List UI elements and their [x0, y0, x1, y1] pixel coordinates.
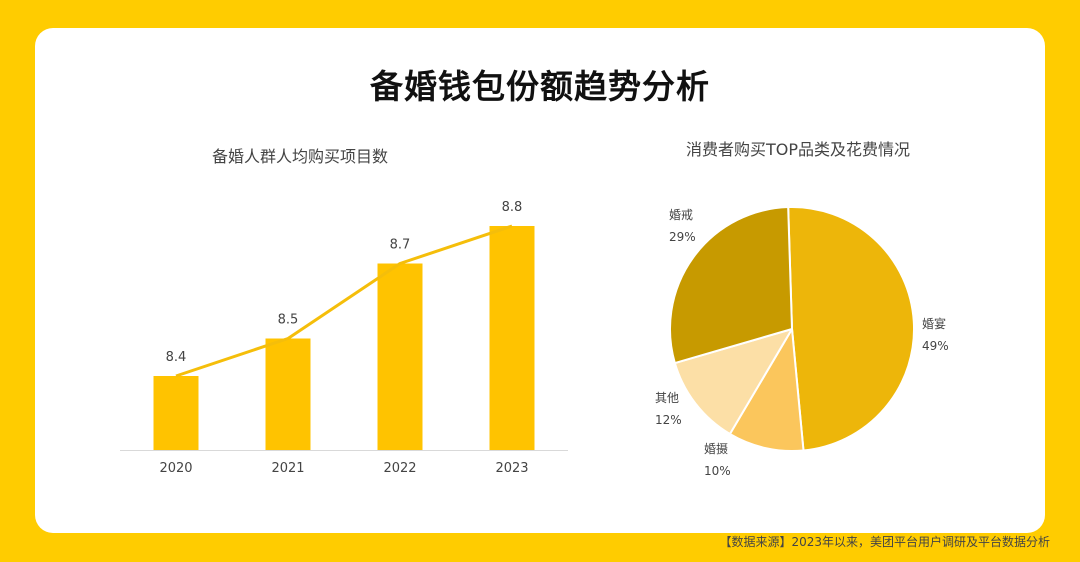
bar-chart-title: 备婚人群人均购买项目数 [211, 147, 388, 166]
pie-chart-title: 消费者购买TOP品类及花费情况 [685, 140, 911, 159]
pie-value-2: 12% [655, 413, 682, 427]
bar-2022 [377, 263, 423, 450]
pie-value-1: 10% [704, 464, 731, 478]
pie-value-0: 49% [922, 339, 949, 353]
pie-slice-3 [669, 206, 793, 365]
data-source-note: 【数据来源】2023年以来，美团平台用户调研及平台数据分析 [719, 535, 1050, 549]
data-label-2021: 8.5 [278, 313, 299, 328]
pie-label-0: 婚宴 [922, 316, 946, 331]
page-title: 备婚钱包份额趋势分析 [370, 67, 710, 106]
bar-2023 [489, 226, 535, 450]
data-label-2023: 8.8 [502, 200, 523, 215]
x-tick-label-2021: 2021 [271, 461, 304, 476]
trend-line [175, 224, 513, 378]
pie-slice-1 [728, 328, 805, 452]
pie-label-3: 婚戒 [669, 208, 693, 222]
data-label-2020: 8.4 [166, 350, 187, 365]
x-tick-label-2023: 2023 [495, 461, 528, 476]
bar-2020 [153, 376, 199, 450]
x-tick-label-2020: 2020 [159, 461, 192, 476]
pie-slice-0 [787, 206, 915, 452]
pie-label-1: 婚摄 [704, 441, 728, 456]
data-label-2022: 8.7 [390, 238, 411, 253]
x-tick-label-2022: 2022 [383, 461, 416, 476]
pie-value-3: 29% [669, 230, 696, 244]
pie-label-2: 其他 [655, 391, 679, 405]
bar-2021 [265, 338, 311, 450]
